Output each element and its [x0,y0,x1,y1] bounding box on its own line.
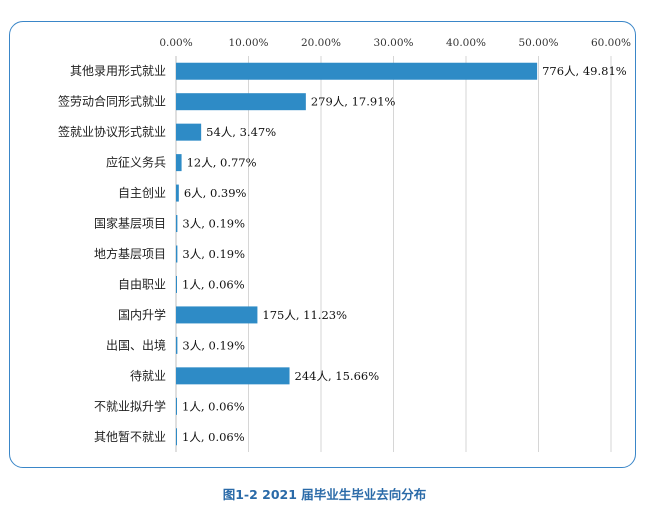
bar [176,275,177,293]
data-label: 6人, 0.39% [184,186,247,200]
bar [176,336,178,354]
bar [176,93,306,111]
bar [176,215,178,233]
data-label: 3人, 0.19% [182,217,245,231]
x-tick-label: 20.00% [301,37,341,49]
category-label: 待就业 [130,369,166,383]
category-label: 应征义务兵 [106,155,166,170]
data-label: 3人, 0.19% [182,338,245,352]
category-label: 自主创业 [118,186,166,200]
bar [176,154,182,172]
category-label: 国家基层项目 [94,216,166,231]
category-label: 不就业拟升学 [94,398,166,413]
category-label: 签就业协议形式就业 [58,124,166,139]
category-label: 出国、出境 [106,337,166,352]
data-label: 54人, 3.47% [206,125,276,139]
bar [176,245,178,263]
figure-caption: 图1-2 2021 届毕业生毕业去向分布 [222,487,427,502]
x-tick-label: 40.00% [446,37,486,49]
bar-chart: 0.00% 10.00% 20.00% 30.00% 40.00% 50.00% 60.00… [58,37,631,452]
data-label: 12人, 0.77% [187,156,257,170]
data-label: 244人, 15.66% [295,369,380,383]
bar [176,62,538,80]
bar [176,367,290,385]
category-label: 国内升学 [118,307,166,322]
data-label: 3人, 0.19% [182,247,245,261]
bar [176,123,202,141]
data-label: 776人, 49.81% [542,64,627,78]
category-label: 自由职业 [118,277,166,291]
bar [176,397,177,415]
data-label: 1人, 0.06% [182,399,245,413]
data-label: 175人, 11.23% [262,308,347,322]
bar [176,184,179,202]
bar [176,428,177,446]
data-label: 1人, 0.06% [182,277,245,291]
category-label: 签劳动合同形式就业 [58,94,166,109]
x-tick-label: 60.00% [591,37,631,49]
category-label: 地方基层项目 [94,246,166,261]
chart-frame [9,21,636,468]
x-tick-label: 0.00% [159,37,192,49]
x-tick-label: 50.00% [518,37,558,49]
x-tick-label: 30.00% [373,37,413,49]
category-label: 其他暂不就业 [94,430,166,444]
data-label: 279人, 17.91% [311,95,396,109]
x-tick-label: 10.00% [228,37,268,49]
bar [176,306,258,324]
category-label: 其他录用形式就业 [70,64,166,78]
data-label: 1人, 0.06% [182,430,245,444]
